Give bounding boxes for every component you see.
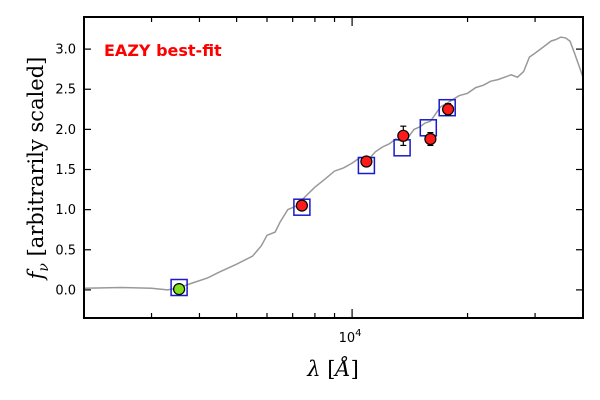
- x-axis-label: λ [Å]: [306, 356, 359, 381]
- model-spectrum-line: [83, 36, 584, 291]
- y-tick-label: 0.0: [55, 283, 76, 298]
- x-tick-label: 104: [339, 328, 362, 346]
- observed-point: [442, 103, 455, 116]
- observed-point: [295, 199, 308, 212]
- y-tick-label: 3.0: [55, 43, 76, 58]
- y-axis-label: fν [arbitrarily scaled]: [24, 57, 52, 282]
- plot-frame: [83, 16, 584, 319]
- y-tick-label: 2.0: [55, 123, 76, 138]
- y-tick-label: 0.5: [55, 243, 76, 258]
- model-photometry-box: [170, 278, 188, 297]
- y-tick-label: 1.5: [55, 163, 76, 178]
- green-point: [173, 283, 186, 296]
- observed-point: [360, 155, 373, 168]
- axes: 0.0 0.5 1.0 1.5 2.0 2.5 3.0 104: [55, 17, 584, 346]
- model-photometry-box: [293, 198, 311, 216]
- y-tick-label: 2.5: [55, 83, 76, 98]
- annotation-eazy: EAZY best-fit: [104, 41, 222, 60]
- plot-area: [83, 36, 584, 297]
- observed-point: [397, 129, 410, 142]
- y-tick-label: 1.0: [55, 203, 76, 218]
- observed-point: [424, 132, 437, 146]
- model-photometry-box: [438, 98, 456, 117]
